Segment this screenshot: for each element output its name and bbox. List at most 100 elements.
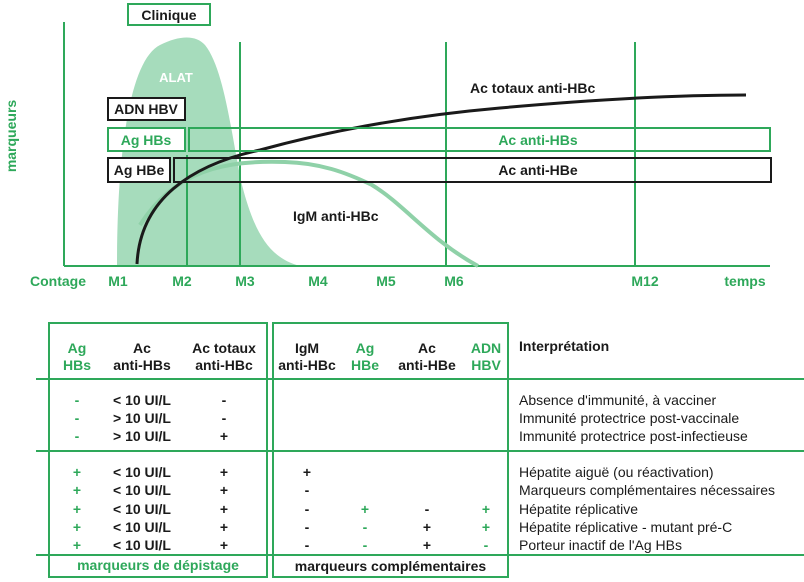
ag-hbe-label: Ag HBe xyxy=(114,162,165,178)
cell-ag-hbs: + xyxy=(72,519,82,535)
cell-interpretation: Porteur inactif de l'Ag HBs xyxy=(519,537,682,553)
header-ag-hbe-line1: Ag xyxy=(355,340,375,356)
x-tick-m3: M3 xyxy=(235,273,255,289)
interpretation-table: Ag HBs Ac anti-HBs Ac totaux anti-HBc Ig… xyxy=(0,300,804,582)
header-ag-hbs-line2: HBs xyxy=(62,357,91,373)
cell-ac-anti-hbe: + xyxy=(422,537,432,553)
header-ac-totaux-line1: Ac totaux xyxy=(192,340,256,356)
y-axis-label: marqueurs xyxy=(3,100,19,173)
cell-interpretation: Hépatite aiguë (ou réactivation) xyxy=(519,464,714,480)
cell-ag-hbs: + xyxy=(72,464,82,480)
cell-ac-totaux: + xyxy=(219,428,229,444)
x-tick-m6: M6 xyxy=(444,273,464,289)
igm-anti-hbc-curve xyxy=(138,159,479,268)
cell-ag-hbe: + xyxy=(360,501,370,517)
cell-interpretation: Hépatite réplicative xyxy=(519,501,639,517)
cell-ac-totaux: + xyxy=(219,501,229,517)
header-ac-totaux-line2: anti-HBc xyxy=(195,357,253,373)
cell-ag-hbs: + xyxy=(72,537,82,553)
x-tick-m1: M1 xyxy=(108,273,128,289)
cell-ac-totaux: - xyxy=(221,392,227,408)
cell-ag-hbs: - xyxy=(74,410,80,426)
ag-hbe-box xyxy=(107,157,171,183)
cell-igm: - xyxy=(304,519,310,535)
ac-totaux-anti-hbc-label: Ac totaux anti-HBc xyxy=(470,80,595,96)
cell-ac-totaux: + xyxy=(219,464,229,480)
hbv-markers-timeline-diagram: Clinique ALAT ADN HBV Ag HBs Ac anti-HBs… xyxy=(3,3,772,289)
header-igm-line1: IgM xyxy=(294,340,320,356)
header-ac-anti-hbe-line2: anti-HBe xyxy=(398,357,456,373)
cell-ac-anti-hbs: > 10 UI/L xyxy=(113,410,171,426)
cell-ac-anti-hbs: < 10 UI/L xyxy=(113,482,171,498)
cell-ac-anti-hbs: < 10 UI/L xyxy=(113,501,171,517)
ag-hbs-box xyxy=(107,127,186,152)
ac-anti-hbs-label: Ac anti-HBs xyxy=(498,132,578,148)
cell-ac-totaux: + xyxy=(219,482,229,498)
header-separator xyxy=(36,378,804,380)
cell-ac-totaux: - xyxy=(221,410,227,426)
x-tick-m4: M4 xyxy=(308,273,328,289)
footer-complementary-markers: marqueurs complémentaires xyxy=(294,558,487,574)
cell-interpretation: Immunité protectrice post-vaccinale xyxy=(519,410,740,426)
cell-ag-hbs: + xyxy=(72,482,82,498)
x-tick-m12: M12 xyxy=(631,273,658,289)
cell-ac-anti-hbs: < 10 UI/L xyxy=(113,464,171,480)
footer-screening-markers: marqueurs de dépistage xyxy=(77,557,239,573)
cell-adn-hbv: + xyxy=(481,501,491,517)
x-axis-end-label: temps xyxy=(724,273,765,289)
adn-hbv-label: ADN HBV xyxy=(114,101,178,117)
cell-ac-anti-hbs: > 10 UI/L xyxy=(113,428,171,444)
ac-anti-hbe-box xyxy=(173,157,772,183)
section-separator xyxy=(36,450,804,452)
header-ac-anti-hbs-line1: Ac xyxy=(133,340,151,356)
cell-igm: - xyxy=(304,482,310,498)
cell-interpretation: Immunité protectrice post-infectieuse xyxy=(519,428,748,444)
header-igm: IgM anti-HBc xyxy=(272,340,342,374)
cell-ag-hbe: - xyxy=(362,519,368,535)
cell-ac-totaux: + xyxy=(219,537,229,553)
header-ag-hbe-line2: HBe xyxy=(350,357,379,373)
header-ac-anti-hbs: Ac anti-HBs xyxy=(100,340,184,374)
cell-ag-hbs: - xyxy=(74,428,80,444)
header-ac-anti-hbe-line1: Ac xyxy=(418,340,436,356)
cell-ac-anti-hbs: < 10 UI/L xyxy=(113,519,171,535)
ac-anti-hbs-box xyxy=(188,127,771,152)
header-ac-totaux: Ac totaux anti-HBc xyxy=(182,340,266,374)
cell-ac-anti-hbs: < 10 UI/L xyxy=(113,392,171,408)
clinique-label: Clinique xyxy=(141,7,196,23)
cell-ac-anti-hbs: < 10 UI/L xyxy=(113,537,171,553)
cell-interpretation: Hépatite réplicative - mutant pré-C xyxy=(519,519,733,535)
cell-ac-anti-hbe: + xyxy=(422,519,432,535)
cell-igm: - xyxy=(304,501,310,517)
header-ag-hbs-line1: Ag xyxy=(67,340,87,356)
header-igm-line2: anti-HBc xyxy=(278,357,336,373)
cell-ag-hbs: - xyxy=(74,392,80,408)
cell-ag-hbe: - xyxy=(362,537,368,553)
cell-adn-hbv: - xyxy=(483,537,489,553)
cell-ac-totaux: + xyxy=(219,519,229,535)
footer-separator xyxy=(36,554,804,556)
cell-ag-hbs: + xyxy=(72,501,82,517)
cell-adn-hbv: + xyxy=(481,519,491,535)
header-ac-anti-hbs-line2: anti-HBs xyxy=(113,357,171,373)
cell-igm: - xyxy=(304,537,310,553)
x-axis-start-label: Contage xyxy=(30,273,86,289)
x-tick-m5: M5 xyxy=(376,273,396,289)
clinique-box xyxy=(127,3,211,26)
alat-label: ALAT xyxy=(159,70,193,85)
adn-hbv-box xyxy=(107,97,186,121)
igm-anti-hbc-label: IgM anti-HBc xyxy=(293,208,379,224)
ac-totaux-anti-hbc-curve xyxy=(135,93,747,265)
header-adn-hbv-line1: ADN xyxy=(470,340,502,356)
header-adn-hbv: ADN HBV xyxy=(462,340,510,374)
cell-interpretation: Marqueurs complémentaires nécessaires xyxy=(519,482,775,498)
header-ac-anti-hbe: Ac anti-HBe xyxy=(388,340,466,374)
header-adn-hbv-line2: HBV xyxy=(471,357,501,373)
header-ag-hbe: Ag HBe xyxy=(342,340,388,374)
cell-igm: + xyxy=(302,464,312,480)
header-interpretation: Interprétation xyxy=(519,338,610,354)
ag-hbs-label: Ag HBs xyxy=(121,132,172,148)
cell-ac-anti-hbe: - xyxy=(424,501,430,517)
ac-anti-hbe-label: Ac anti-HBe xyxy=(498,162,578,178)
cell-interpretation: Absence d'immunité, à vacciner xyxy=(519,392,717,408)
